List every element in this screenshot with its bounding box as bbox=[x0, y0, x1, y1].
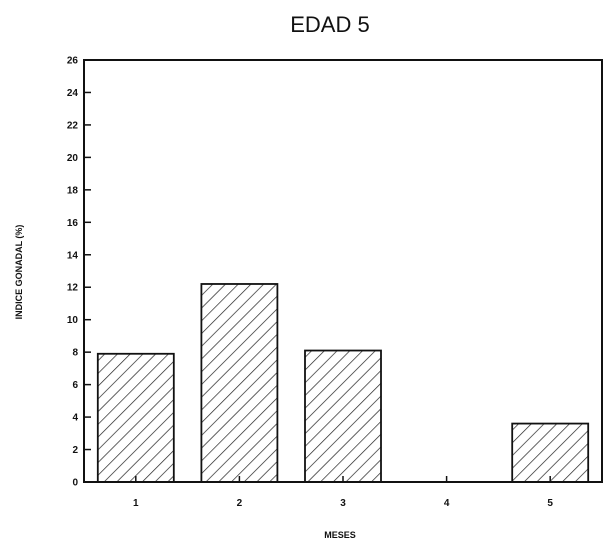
y-tick-label: 20 bbox=[67, 153, 79, 164]
y-axis-label: INDICE GONADAL (%) bbox=[14, 225, 24, 320]
y-tick-label: 10 bbox=[67, 315, 79, 326]
bar-month-3 bbox=[304, 349, 382, 483]
y-tick-label: 0 bbox=[72, 478, 78, 489]
x-tick-label: 1 bbox=[133, 498, 139, 509]
y-tick-label: 14 bbox=[67, 250, 79, 261]
y-tick-label: 8 bbox=[72, 348, 78, 359]
y-tick-label: 6 bbox=[72, 380, 78, 391]
x-axis-label: MESES bbox=[324, 530, 356, 540]
x-tick-label: 5 bbox=[547, 498, 553, 509]
chart-title: EDAD 5 bbox=[290, 12, 369, 37]
bar-month-1 bbox=[96, 352, 175, 483]
y-tick-label: 12 bbox=[67, 283, 79, 294]
y-tick-label: 4 bbox=[72, 413, 78, 424]
y-tick-label: 2 bbox=[72, 445, 78, 456]
x-tick-label: 4 bbox=[444, 498, 450, 509]
x-tick-label: 2 bbox=[237, 498, 243, 509]
y-tick-label: 24 bbox=[67, 88, 79, 99]
bars bbox=[96, 283, 590, 483]
x-tick-label: 3 bbox=[340, 498, 346, 509]
bar-month-2 bbox=[200, 283, 279, 483]
plot-frame bbox=[83, 59, 603, 483]
y-tick-label: 18 bbox=[67, 185, 79, 196]
y-tick-label: 26 bbox=[67, 56, 79, 67]
y-tick-label: 22 bbox=[67, 120, 79, 131]
y-tick-label: 16 bbox=[67, 218, 79, 229]
bar-month-5 bbox=[511, 422, 590, 483]
